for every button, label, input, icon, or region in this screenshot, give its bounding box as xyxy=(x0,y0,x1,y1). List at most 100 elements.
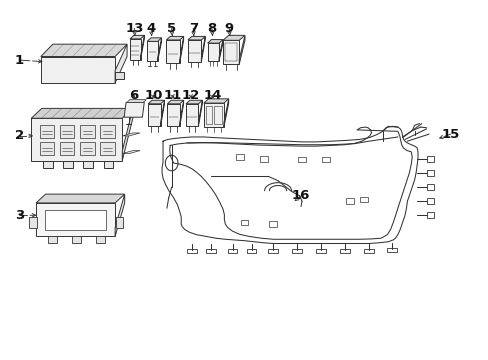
Polygon shape xyxy=(130,39,140,60)
Bar xyxy=(316,249,325,253)
Text: 4: 4 xyxy=(146,22,155,35)
Polygon shape xyxy=(223,35,244,40)
Polygon shape xyxy=(80,125,94,138)
Polygon shape xyxy=(36,203,115,237)
Bar xyxy=(103,161,113,168)
Bar xyxy=(83,161,93,168)
Polygon shape xyxy=(167,104,180,126)
Polygon shape xyxy=(167,100,183,104)
Polygon shape xyxy=(36,194,124,203)
Text: 3: 3 xyxy=(15,209,24,222)
Polygon shape xyxy=(60,142,74,155)
Polygon shape xyxy=(41,57,115,83)
Polygon shape xyxy=(223,40,239,64)
Polygon shape xyxy=(166,36,183,40)
Text: 6: 6 xyxy=(128,89,138,102)
Bar xyxy=(426,170,433,176)
Bar xyxy=(269,221,277,227)
Polygon shape xyxy=(80,142,94,155)
Polygon shape xyxy=(115,72,123,80)
Bar xyxy=(240,220,248,225)
Polygon shape xyxy=(122,108,133,161)
Bar xyxy=(322,157,329,162)
Polygon shape xyxy=(180,36,183,63)
Bar xyxy=(426,198,433,204)
Bar xyxy=(426,212,433,218)
Bar xyxy=(206,249,215,253)
Polygon shape xyxy=(115,217,123,228)
Text: 12: 12 xyxy=(182,89,200,102)
Bar xyxy=(224,43,237,62)
Polygon shape xyxy=(198,100,202,126)
Bar xyxy=(364,249,373,253)
Polygon shape xyxy=(160,100,164,126)
Bar xyxy=(386,248,396,252)
Text: 11: 11 xyxy=(163,89,182,102)
Polygon shape xyxy=(148,100,164,104)
Polygon shape xyxy=(207,43,219,61)
Bar xyxy=(246,249,256,253)
Polygon shape xyxy=(31,108,133,118)
Bar xyxy=(235,154,243,160)
Polygon shape xyxy=(122,133,140,136)
Bar xyxy=(426,184,433,190)
Polygon shape xyxy=(96,237,104,243)
Bar xyxy=(360,197,367,202)
Polygon shape xyxy=(40,142,54,155)
Polygon shape xyxy=(180,100,183,126)
Bar xyxy=(340,249,349,253)
Polygon shape xyxy=(122,150,140,153)
Polygon shape xyxy=(185,104,198,126)
Text: 7: 7 xyxy=(188,22,197,35)
Polygon shape xyxy=(29,217,37,228)
Text: 8: 8 xyxy=(207,22,216,35)
Polygon shape xyxy=(72,237,81,243)
Polygon shape xyxy=(219,40,223,61)
Polygon shape xyxy=(187,40,201,62)
Polygon shape xyxy=(203,99,228,103)
Polygon shape xyxy=(207,40,223,43)
Text: 2: 2 xyxy=(15,129,24,143)
Polygon shape xyxy=(158,38,161,61)
Polygon shape xyxy=(147,41,158,61)
Bar xyxy=(298,157,305,162)
Polygon shape xyxy=(185,100,202,104)
Bar xyxy=(186,249,196,253)
Bar xyxy=(206,106,211,124)
Bar xyxy=(63,161,73,168)
Text: 10: 10 xyxy=(144,89,163,102)
Bar xyxy=(259,156,267,162)
Bar xyxy=(346,198,353,204)
Text: 16: 16 xyxy=(291,189,309,202)
Text: 9: 9 xyxy=(224,22,233,35)
Polygon shape xyxy=(31,118,122,161)
Bar xyxy=(213,106,222,124)
Polygon shape xyxy=(130,35,144,39)
Polygon shape xyxy=(124,102,144,117)
Polygon shape xyxy=(187,36,205,40)
Polygon shape xyxy=(140,35,144,60)
Polygon shape xyxy=(147,38,161,41)
Polygon shape xyxy=(203,103,224,127)
Polygon shape xyxy=(127,100,146,102)
Polygon shape xyxy=(60,125,74,138)
Polygon shape xyxy=(224,99,228,127)
Bar xyxy=(426,156,433,162)
Text: 5: 5 xyxy=(167,22,176,35)
Polygon shape xyxy=(48,237,57,243)
Bar xyxy=(268,249,278,253)
Text: 13: 13 xyxy=(125,22,143,35)
Polygon shape xyxy=(166,40,180,63)
Bar xyxy=(43,161,53,168)
Polygon shape xyxy=(41,44,127,57)
Text: 15: 15 xyxy=(441,128,459,141)
Polygon shape xyxy=(148,104,160,126)
Polygon shape xyxy=(40,125,54,138)
Bar xyxy=(292,249,302,253)
Text: 1: 1 xyxy=(15,54,24,67)
Polygon shape xyxy=(201,36,205,62)
Polygon shape xyxy=(115,44,127,83)
Text: 14: 14 xyxy=(203,89,221,102)
Polygon shape xyxy=(239,35,244,64)
Polygon shape xyxy=(100,125,114,138)
